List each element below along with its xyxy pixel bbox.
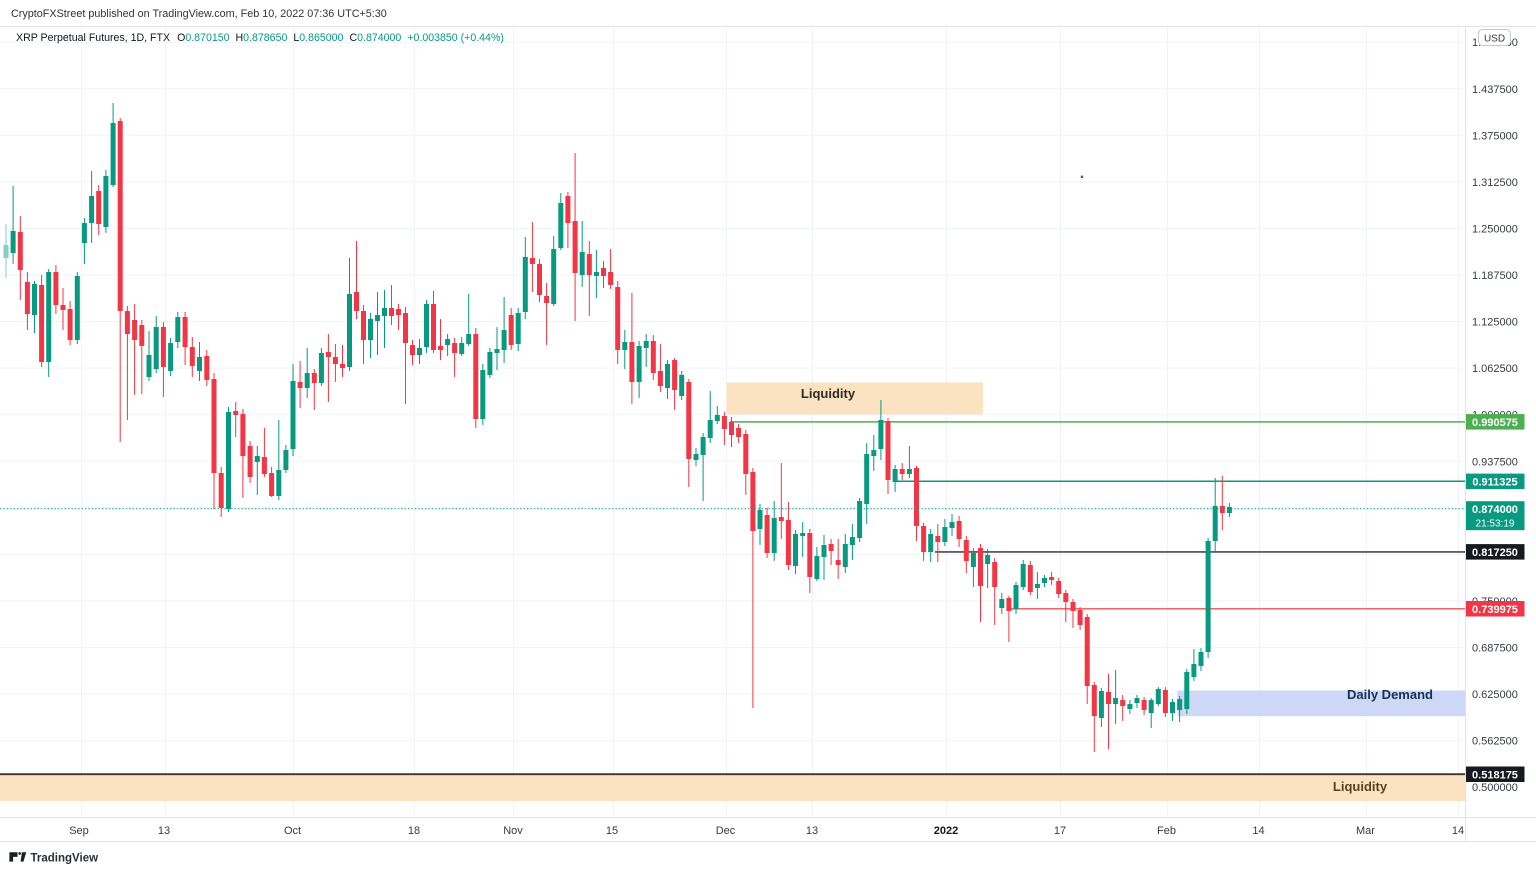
svg-text:Mar: Mar <box>1356 825 1375 837</box>
svg-text:Liquidity: Liquidity <box>801 386 856 401</box>
svg-text:TradingView: TradingView <box>31 853 99 865</box>
svg-text:0.625000: 0.625000 <box>1472 689 1518 701</box>
svg-text:Liquidity: Liquidity <box>1333 779 1388 794</box>
svg-text:13: 13 <box>158 825 170 837</box>
svg-text:1.125000: 1.125000 <box>1472 317 1518 329</box>
svg-text:14: 14 <box>1452 825 1464 837</box>
svg-text:1.437500: 1.437500 <box>1472 84 1518 96</box>
svg-text:2022: 2022 <box>934 825 958 837</box>
svg-text:0.911325: 0.911325 <box>1472 477 1517 489</box>
svg-text:Feb: Feb <box>1157 825 1176 837</box>
svg-text:1.375000: 1.375000 <box>1472 130 1518 142</box>
svg-text:CryptoFXStreet published on Tr: CryptoFXStreet published on TradingView.… <box>11 8 387 20</box>
svg-text:Oct: Oct <box>284 825 301 837</box>
svg-text:15: 15 <box>606 825 618 837</box>
svg-text:0.562500: 0.562500 <box>1472 736 1518 748</box>
svg-text:13: 13 <box>806 825 818 837</box>
svg-text:Dec: Dec <box>716 825 736 837</box>
svg-text:0.874000: 0.874000 <box>1472 504 1518 516</box>
svg-text:XRP Perpetual Futures, 1D, FTX: XRP Perpetual Futures, 1D, FTX O0.870150 H… <box>16 32 504 44</box>
svg-text:0.687500: 0.687500 <box>1472 643 1518 655</box>
svg-text:Sep: Sep <box>69 825 89 837</box>
svg-text:USD: USD <box>1484 34 1505 45</box>
svg-text:17: 17 <box>1054 825 1066 837</box>
svg-text:0.937500: 0.937500 <box>1472 456 1518 468</box>
svg-text:0.739975: 0.739975 <box>1472 604 1518 616</box>
svg-text:Nov: Nov <box>503 825 523 837</box>
svg-text:0.500000: 0.500000 <box>1472 782 1518 794</box>
svg-text:0.518175: 0.518175 <box>1472 770 1518 782</box>
svg-text:1.187500: 1.187500 <box>1472 270 1518 282</box>
svg-text:21:53:19: 21:53:19 <box>1476 519 1515 530</box>
svg-text:1.312500: 1.312500 <box>1472 177 1518 189</box>
svg-text:14: 14 <box>1252 825 1264 837</box>
svg-text:1.062500: 1.062500 <box>1472 363 1518 375</box>
svg-text:0.990575: 0.990575 <box>1472 417 1518 429</box>
svg-text:1.250000: 1.250000 <box>1472 224 1518 236</box>
svg-text:18: 18 <box>408 825 420 837</box>
svg-text:Daily Demand: Daily Demand <box>1347 687 1433 702</box>
svg-text:0.817250: 0.817250 <box>1472 547 1518 559</box>
